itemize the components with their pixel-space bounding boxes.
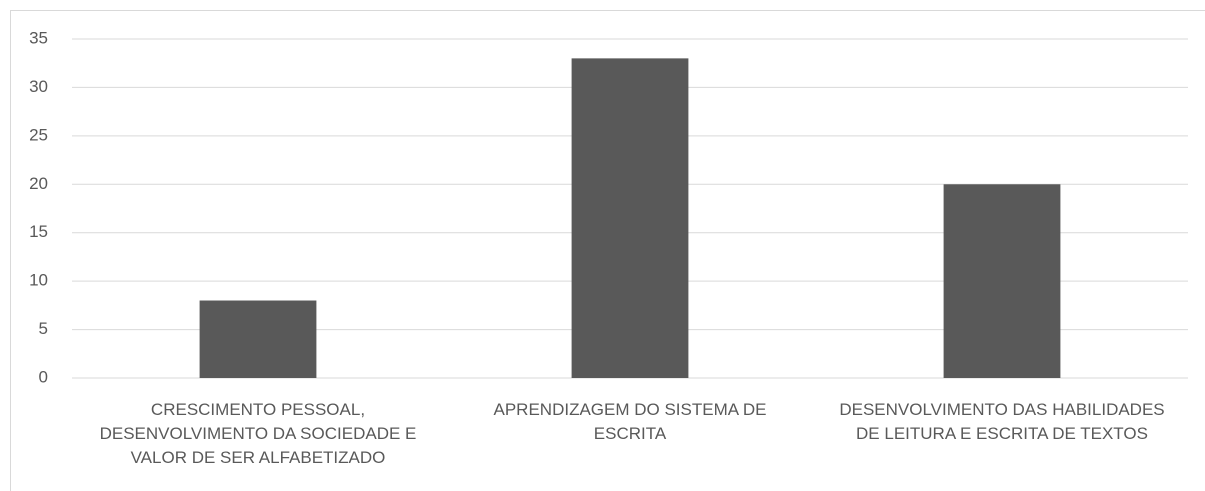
x-tick-label: CRESCIMENTO PESSOAL, DESENVOLVIMENTO DA … <box>99 400 417 467</box>
y-tick-label: 15 <box>29 222 48 241</box>
y-tick-label: 25 <box>29 125 48 144</box>
bar <box>943 184 1061 378</box>
y-tick-label: 5 <box>39 319 48 338</box>
y-tick-label: 10 <box>29 271 48 290</box>
y-tick-label: 35 <box>29 28 48 47</box>
chart-border <box>10 10 1205 491</box>
y-tick-label: 0 <box>39 367 48 386</box>
bar <box>571 58 689 378</box>
x-tick-label: APRENDIZAGEM DO SISTEMA DE ESCRITA <box>493 400 767 443</box>
bar <box>199 300 317 378</box>
x-tick-label: DESENVOLVIMENTO DAS HABILIDADES DE LEITU… <box>839 400 1165 443</box>
y-tick-label: 30 <box>29 77 48 96</box>
y-tick-label: 20 <box>29 174 48 193</box>
